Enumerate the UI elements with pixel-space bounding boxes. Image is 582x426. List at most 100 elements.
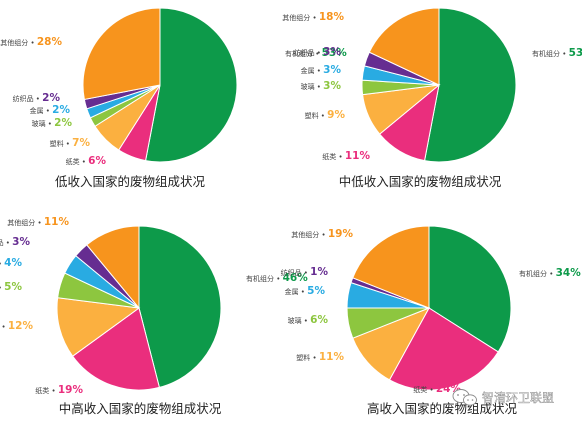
pie-slice	[352, 225, 430, 309]
slice-percent: 34%	[556, 267, 582, 279]
slice-label: 纸类 • 19%	[35, 384, 83, 396]
slice-label: 纺织品 • 2%	[13, 92, 61, 104]
slice-dot: •	[315, 49, 324, 57]
slice-category: 纺织品	[281, 268, 302, 277]
slice-dot: •	[302, 317, 311, 325]
slice-label: 玻璃 • 5%	[0, 281, 22, 293]
slice-category: 玻璃	[288, 316, 302, 325]
slice-percent: 18%	[319, 11, 345, 23]
chart-title: 中高收入国家的废物组成状况	[59, 401, 222, 416]
slice-dot: •	[315, 83, 324, 91]
slice-label: 塑料 • 12%	[0, 320, 33, 332]
pie-slice	[368, 7, 440, 86]
slice-percent: 19%	[328, 228, 354, 240]
slice-dot: •	[560, 50, 569, 58]
slice-dot: •	[0, 323, 8, 331]
slice-category: 塑料	[296, 353, 310, 362]
slice-percent: 1%	[310, 266, 328, 278]
slice-label: 金属 • 4%	[0, 257, 22, 269]
slice-percent: 53%	[322, 47, 348, 59]
slice-label: 塑料 • 7%	[50, 137, 91, 149]
slice-category: 纺织品	[0, 238, 4, 247]
slice-dot: •	[313, 50, 322, 58]
slice-category: 纺织品	[13, 94, 34, 103]
slice-label: 其他组分 • 11%	[7, 216, 69, 228]
pie-slice	[82, 7, 161, 101]
slice-category: 玻璃	[301, 82, 315, 91]
slice-category: 金属	[301, 66, 315, 75]
slice-label: 纺织品 • 1%	[281, 266, 329, 278]
slice-dot: •	[302, 269, 311, 277]
slice-percent: 11%	[345, 150, 371, 162]
slice-label: 纺织品 • 3%	[0, 236, 30, 248]
pie-chart-3: 有机组分 • 46% 纸类 • 19% 塑料 • 12% 玻璃 • 5% 金属 • 4%…	[0, 216, 308, 416]
slice-percent: 11%	[319, 351, 345, 363]
slice-percent: 3%	[323, 80, 341, 92]
slice-percent: 7%	[72, 137, 90, 149]
slice-category: 塑料	[50, 139, 64, 148]
pie-slice	[144, 7, 238, 163]
slice-dot: •	[547, 270, 556, 278]
slice-dot: •	[49, 387, 58, 395]
slice-category: 有机组分	[246, 274, 274, 283]
slice-percent: 2%	[42, 92, 60, 104]
wechat-icon	[452, 389, 477, 406]
slice-percent: 9%	[327, 109, 345, 121]
slice-label: 塑料 • 9%	[305, 109, 346, 121]
slice-percent: 5%	[307, 285, 325, 297]
pie-chart-4: 有机组分 • 34%纸类 • 24%塑料 • 11%玻璃 • 6%金属 • 5%…	[281, 225, 581, 416]
slice-dot: •	[4, 239, 13, 247]
slice-label: 金属 • 3%	[301, 64, 342, 76]
slice-label: 纸类 • 11%	[322, 150, 370, 162]
slice-category: 纸类	[322, 152, 336, 161]
slice-percent: 5%	[4, 281, 22, 293]
slice-dot: •	[46, 120, 55, 128]
slice-percent: 53%	[569, 47, 582, 59]
slice-category: 纸类	[413, 385, 427, 394]
watermark: 智清环卫联盟	[452, 389, 554, 406]
slice-percent: 28%	[37, 36, 63, 48]
slice-percent: 19%	[58, 384, 84, 396]
slice-category: 玻璃	[32, 119, 46, 128]
pie-slice	[86, 225, 140, 310]
slice-percent: 46%	[283, 272, 309, 284]
chart-title: 中低收入国家的废物组成状况	[339, 174, 502, 189]
pie-chart-2: 有机组分 • 53%纸类 • 11%塑料 • 9%玻璃 • 3%金属 • 3%纺…	[282, 7, 582, 189]
slice-category: 纺织品	[294, 48, 315, 57]
slice-label: 塑料 • 11%	[296, 351, 344, 363]
slice-label: 其他组分 • 19%	[291, 228, 353, 240]
pie-slice	[388, 307, 499, 391]
slice-dot: •	[427, 386, 436, 394]
slice-percent: 3%	[12, 236, 30, 248]
slice-category: 纸类	[35, 386, 49, 395]
slice-percent: 3%	[323, 46, 341, 58]
pie-chart-1: 有机组分 • 53%纸类 • 6%塑料 • 7%玻璃 • 2%金属 • 2%纺织…	[0, 7, 348, 189]
slice-dot: •	[0, 284, 4, 292]
slice-percent: 2%	[54, 117, 72, 129]
slice-percent: 4%	[4, 257, 22, 269]
slice-percent: 6%	[88, 155, 106, 167]
slice-category: 有机组分	[285, 49, 313, 58]
slice-category: 其他组分	[0, 38, 28, 47]
slice-category: 塑料	[305, 111, 319, 120]
slice-label: 玻璃 • 6%	[288, 314, 329, 326]
slice-label: 玻璃 • 2%	[32, 117, 73, 129]
slice-percent: 2%	[52, 104, 70, 116]
slice-dot: •	[299, 288, 308, 296]
slice-label: 有机组分 • 46%	[246, 272, 308, 284]
slice-category: 其他组分	[282, 13, 310, 22]
slice-label: 其他组分 • 18%	[282, 11, 344, 23]
slice-category: 其他组分	[7, 218, 35, 227]
slice-category: 其他组分	[291, 230, 319, 239]
slice-dot: •	[0, 260, 4, 268]
slice-dot: •	[319, 112, 328, 120]
slice-dot: •	[336, 153, 345, 161]
slice-category: 有机组分	[532, 49, 560, 58]
chart-title: 低收入国家的废物组成状况	[55, 174, 206, 189]
slice-dot: •	[64, 140, 73, 148]
slice-dot: •	[34, 95, 43, 103]
slice-label: 有机组分 • 34%	[519, 267, 581, 279]
slice-dot: •	[80, 158, 89, 166]
slice-percent: 3%	[323, 64, 341, 76]
